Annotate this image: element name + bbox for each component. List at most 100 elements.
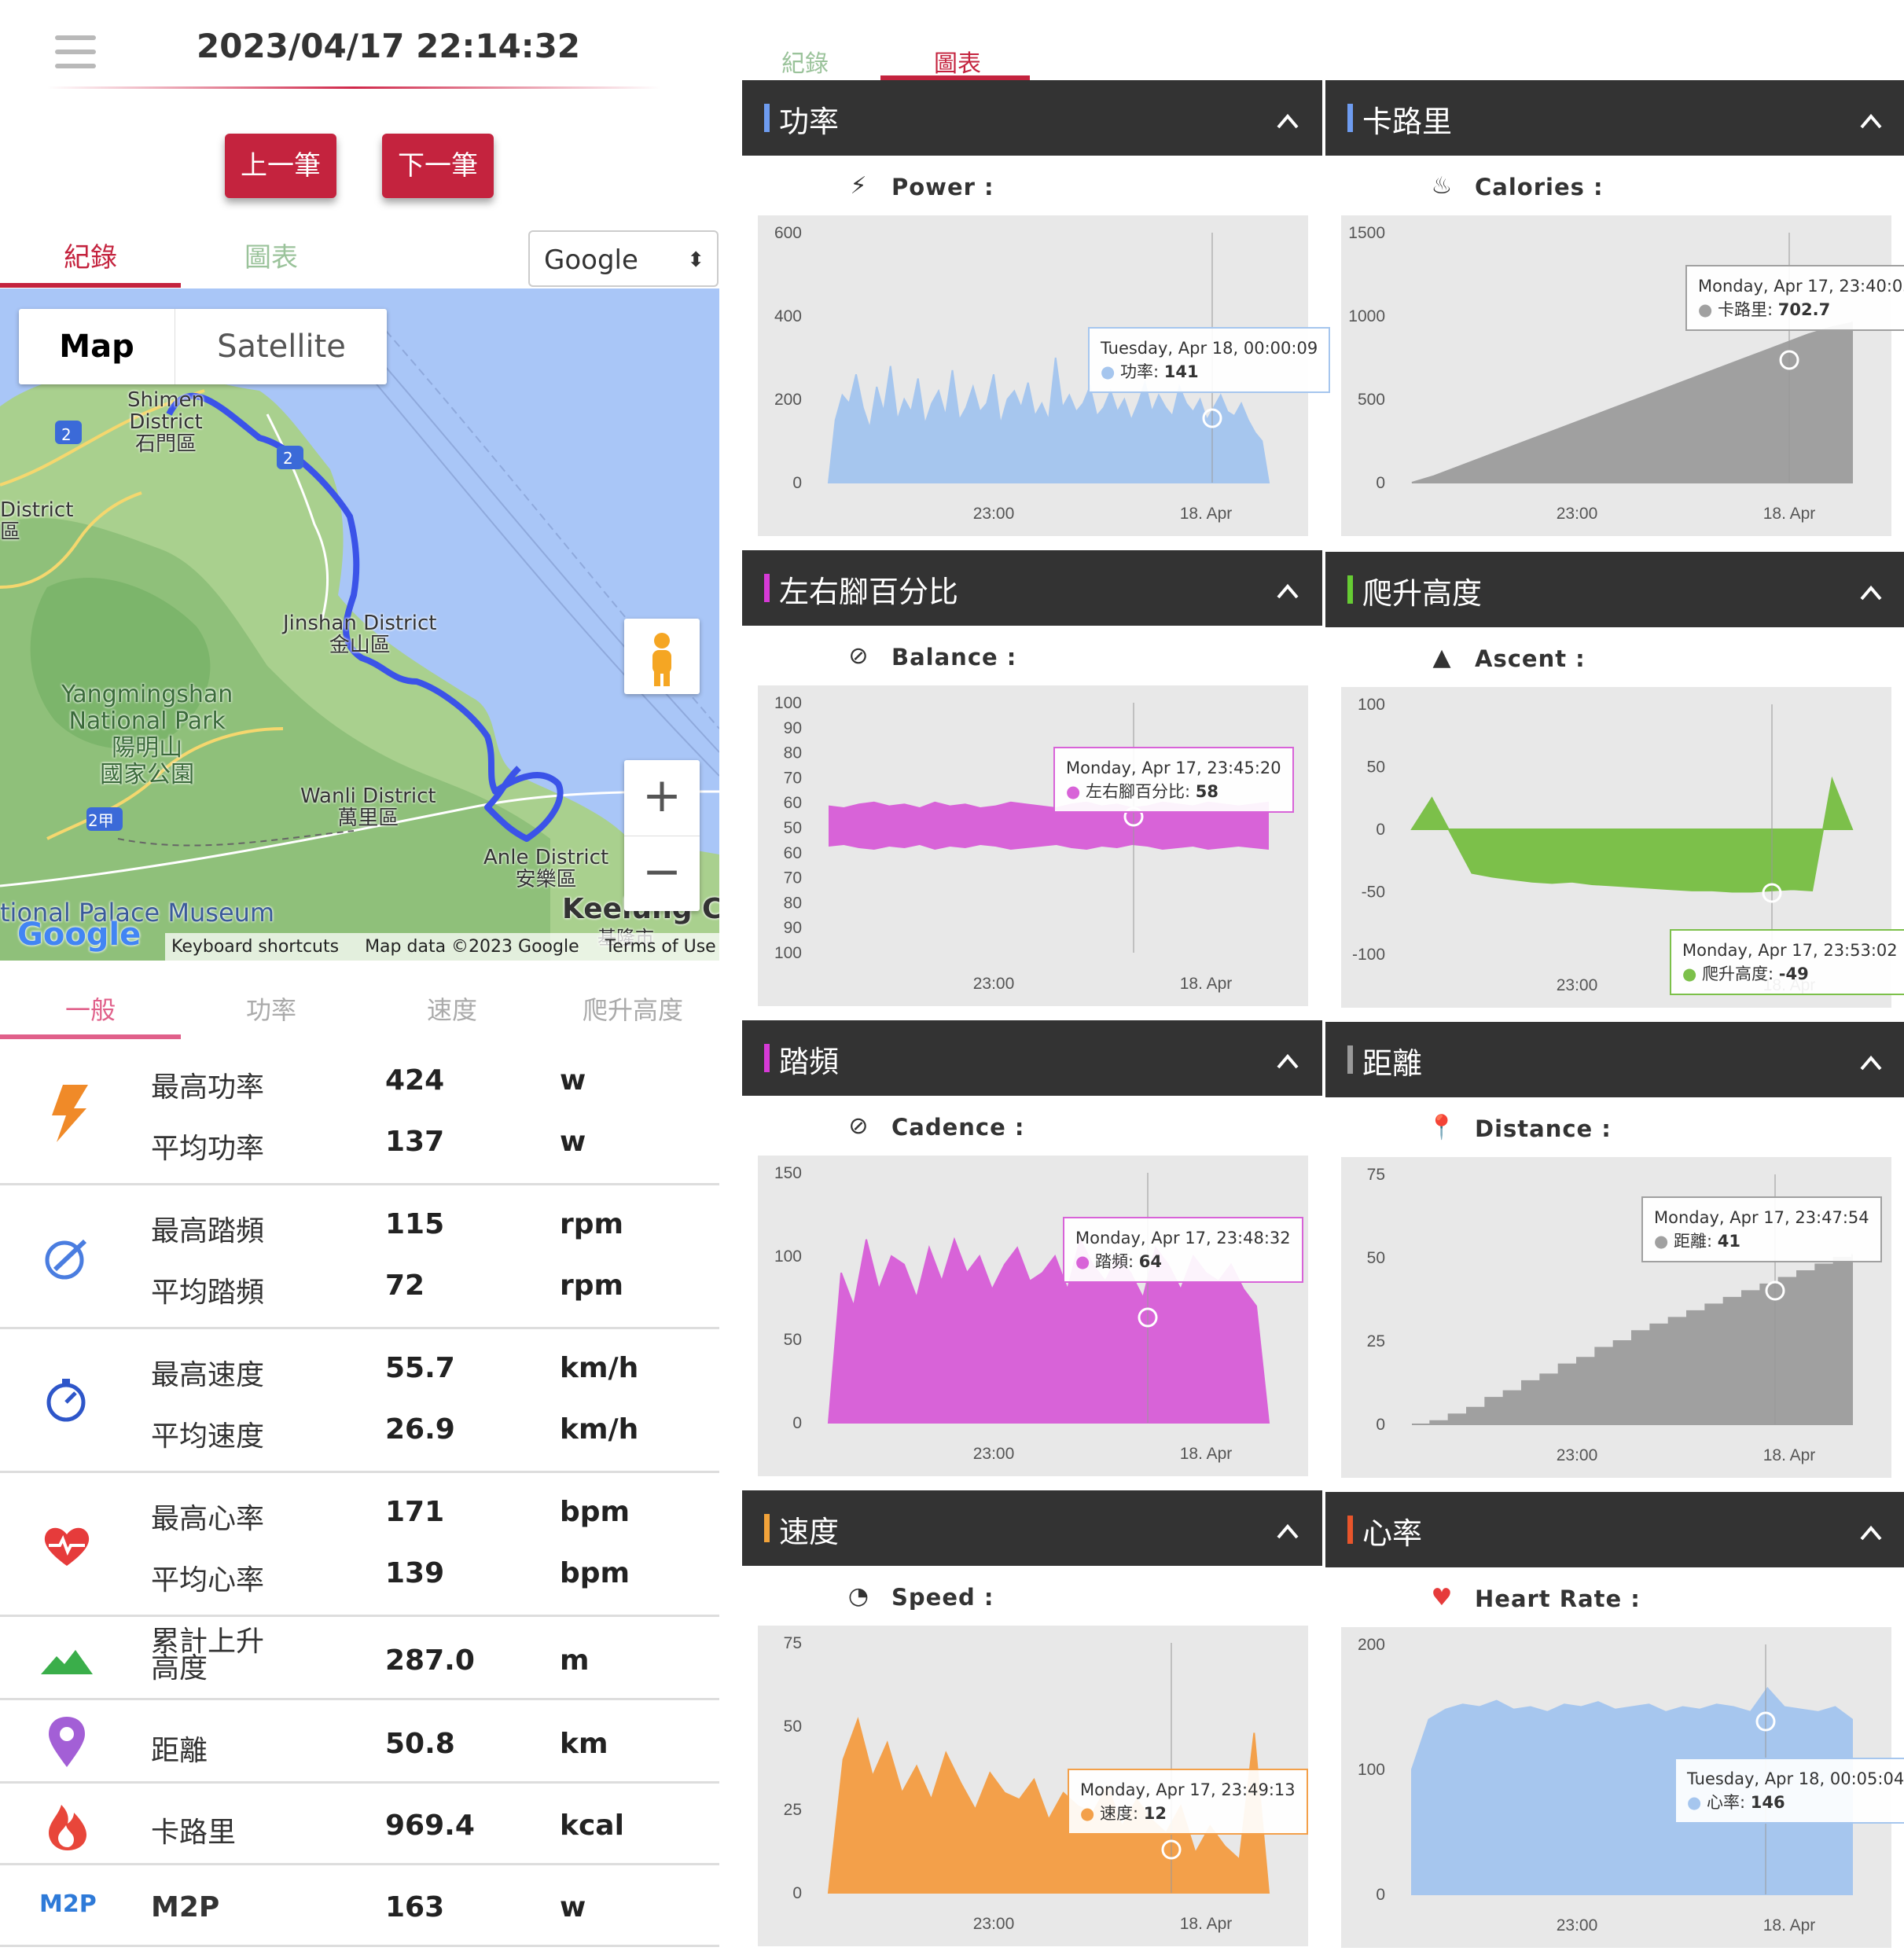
- tooltip-value: 12: [1143, 1804, 1167, 1823]
- chart-color-bar: [764, 1044, 770, 1072]
- y-tick-label: 75: [1367, 1166, 1385, 1184]
- keyboard-shortcuts-link[interactable]: Keyboard shortcuts: [171, 937, 340, 957]
- y-tick-label: 150: [774, 1164, 802, 1182]
- chart-plot-area[interactable]: 100 90 80 70 60 50 60 70 80 90 100 23:00 18. Apr Mond…: [758, 685, 1308, 1006]
- stat-tab-power[interactable]: 功率: [245, 995, 296, 1025]
- chevron-up-icon[interactable]: [1277, 1520, 1299, 1542]
- tab-record-right[interactable]: 紀錄: [781, 50, 829, 78]
- chart-card-header[interactable]: 距離: [1325, 1022, 1904, 1097]
- chart-title: 爬升高度: [1362, 576, 1483, 611]
- y-tick-label: 50: [784, 1718, 802, 1736]
- mountain-icon: ▲: [1432, 644, 1451, 671]
- y-tick-label: 80: [784, 894, 802, 912]
- map-provider-select[interactable]: Google ⬍: [528, 230, 719, 287]
- lightning-icon: ⚡: [850, 172, 867, 200]
- chart-card-header[interactable]: 速度: [742, 1490, 1322, 1566]
- chart-tooltip: Monday, Apr 17, 23:53:02 ● 爬升高度: -49: [1670, 929, 1904, 995]
- tooltip-value-row: ● 功率: 141: [1101, 360, 1318, 384]
- y-tick-label: 50: [1367, 759, 1385, 777]
- tab-record[interactable]: 紀錄: [64, 242, 117, 274]
- chart-card-header[interactable]: 卡路里: [1325, 80, 1904, 156]
- stat-divider: [0, 1615, 719, 1617]
- chart-plot-area[interactable]: 200 100 0 23:00 18. Apr Tuesday, Apr 18, 00:0…: [1341, 1627, 1904, 1948]
- x-tick-label: 18. Apr: [1763, 505, 1816, 523]
- crank-icon: ⊘: [848, 1112, 869, 1140]
- chart-tooltip: Monday, Apr 17, 23:48:32 ● 踏頻: 64: [1063, 1217, 1303, 1283]
- stat-max-hr-unit: bpm: [560, 1496, 630, 1528]
- chevron-up-icon[interactable]: [1860, 1522, 1882, 1544]
- hover-marker: [1762, 883, 1782, 903]
- stat-avg-power-unit: w: [560, 1126, 586, 1158]
- y-tick-label: 100: [774, 694, 802, 712]
- chart-card-header[interactable]: 爬升高度: [1325, 552, 1904, 627]
- stat-divider: [0, 1781, 719, 1784]
- street-view-pegman-icon[interactable]: [624, 619, 700, 694]
- stat-divider: [0, 1327, 719, 1329]
- series-area: [1411, 321, 1853, 483]
- y-tick-label: 90: [784, 919, 802, 937]
- chart-title: 心率: [1362, 1516, 1423, 1551]
- terms-of-use-link[interactable]: Terms of Use: [605, 937, 716, 957]
- map-type-map-button[interactable]: Map: [59, 329, 134, 365]
- chart-card-header[interactable]: 心率: [1325, 1492, 1904, 1567]
- chart-color-bar: [1347, 104, 1353, 132]
- chart-card-header[interactable]: 踏頻: [742, 1020, 1322, 1096]
- stat-ascent-label: 累計上升高度: [151, 1626, 265, 1685]
- chart-plot-area[interactable]: 75 50 25 0 23:00 18. Apr Monday, Apr 17, 23:47…: [1341, 1157, 1891, 1478]
- tab-chart-underline: [880, 75, 1030, 80]
- chevron-up-icon[interactable]: [1277, 110, 1299, 132]
- chart-subheader: ▲ Ascent :: [1325, 642, 1904, 682]
- tooltip-label: 距離:: [1674, 1232, 1718, 1251]
- stat-tab-ascent[interactable]: 爬升高度: [582, 995, 683, 1025]
- chevron-up-icon[interactable]: [1277, 580, 1299, 602]
- chart-color-bar: [764, 1514, 770, 1542]
- tooltip-value: -49: [1778, 964, 1809, 983]
- zoom-in-button[interactable]: +: [624, 760, 700, 836]
- chart-color-bar: [1347, 1045, 1353, 1074]
- pin-icon: [39, 1715, 94, 1770]
- tab-chart-right[interactable]: 圖表: [934, 50, 981, 78]
- x-tick-label: 18. Apr: [1180, 505, 1233, 523]
- tooltip-value-row: ● 速度: 12: [1080, 1802, 1296, 1825]
- tooltip-value: 58: [1195, 782, 1218, 801]
- chart-card-header[interactable]: 功率: [742, 80, 1322, 156]
- map-type-satellite-button[interactable]: Satellite: [175, 309, 388, 384]
- record-datetime: 2023/04/17 22:14:32: [197, 27, 581, 65]
- hamburger-menu-icon[interactable]: [55, 35, 96, 68]
- chart-title: 距離: [1362, 1046, 1423, 1081]
- chart-plot-area[interactable]: 600 400 200 0 23:00 18. Apr Tuesday, Apr 18, 0…: [758, 215, 1331, 536]
- stat-avg-hr-label: 平均心率: [151, 1564, 265, 1596]
- y-tick-label: 80: [784, 744, 802, 762]
- chart-plot-area[interactable]: 150 100 50 0 23:00 18. Apr Monday, Apr 17, 23:…: [758, 1156, 1308, 1476]
- chevron-up-icon[interactable]: [1277, 1050, 1299, 1072]
- tooltip-dot-icon: ●: [1066, 782, 1086, 801]
- series-area: [827, 357, 1270, 483]
- x-tick-label: 23:00: [973, 1915, 1015, 1933]
- stat-max-power-label: 最高功率: [151, 1071, 265, 1104]
- chevron-up-icon[interactable]: [1860, 110, 1882, 132]
- tooltip-dot-icon: ●: [1687, 1793, 1707, 1812]
- y-tick-label: 0: [792, 474, 802, 492]
- prev-record-button[interactable]: 上一筆: [225, 134, 336, 198]
- tooltip-value: 64: [1138, 1252, 1162, 1271]
- chart-subheader: ♥ Heart Rate :: [1325, 1582, 1904, 1622]
- zoom-out-button[interactable]: −: [641, 844, 682, 899]
- route-map[interactable]: 2 2 2甲 Map Satellite Shimen District 石門區…: [0, 288, 719, 961]
- stat-tab-general[interactable]: 一般: [64, 995, 116, 1025]
- chart-metric-label: Distance :: [1475, 1115, 1612, 1142]
- chart-card-header[interactable]: 左右腳百分比: [742, 550, 1322, 626]
- y-tick-label: 60: [784, 794, 802, 812]
- y-tick-label: 90: [784, 719, 802, 737]
- tooltip-date: Monday, Apr 17, 23:40:03: [1698, 277, 1904, 296]
- chart-plot-area[interactable]: 1500 1000 500 0 23:00 18. Apr Monday, Apr 17, …: [1341, 215, 1904, 536]
- chevron-up-icon[interactable]: [1860, 582, 1882, 604]
- stat-tab-speed[interactable]: 速度: [426, 995, 477, 1025]
- tooltip-dot-icon: ●: [1682, 964, 1702, 983]
- chart-tooltip: Tuesday, Apr 18, 00:00:09 ● 功率: 141: [1088, 327, 1331, 393]
- chart-tooltip: Tuesday, Apr 18, 00:05:04 ● 心率: 146: [1674, 1758, 1904, 1824]
- chevron-up-icon[interactable]: [1860, 1052, 1882, 1074]
- next-record-button[interactable]: 下一筆: [382, 134, 494, 198]
- tab-chart[interactable]: 圖表: [244, 242, 298, 274]
- chart-plot-area[interactable]: 75 50 25 0 23:00 18. Apr Monday, Apr 17, 23:49…: [758, 1626, 1308, 1946]
